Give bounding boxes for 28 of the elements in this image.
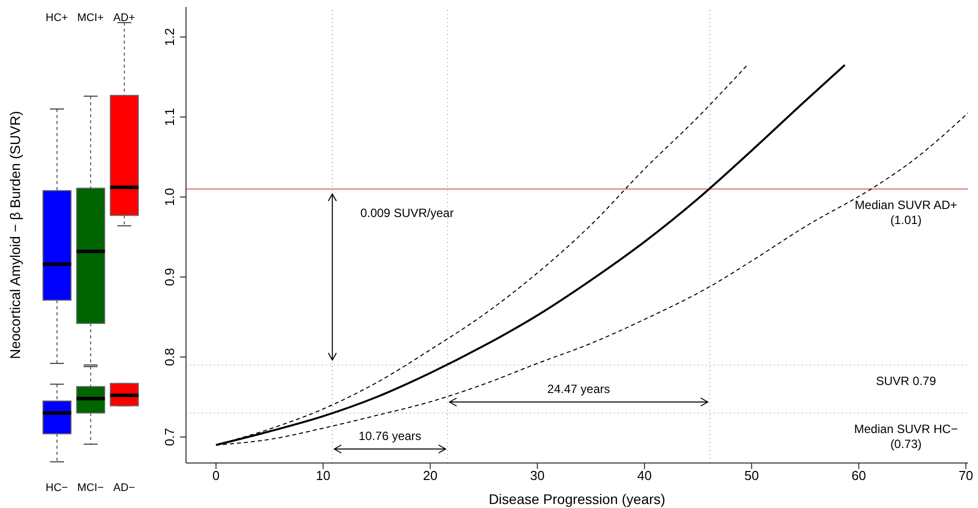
y-tick-label: 0.8 xyxy=(162,348,177,366)
y-tick-label: 0.7 xyxy=(162,428,177,446)
x-tick-label: HC− xyxy=(46,482,68,494)
y-axis-title: Neocortical Amyloid − β Burden (SUVR) xyxy=(6,110,23,360)
annotation: 24.47 years xyxy=(547,382,610,396)
x-tick-label: 70 xyxy=(958,468,974,484)
annotation: 10.76 years xyxy=(358,429,422,443)
text: AD+ xyxy=(113,12,136,24)
x-tick-label: 30 xyxy=(530,468,545,484)
x-tick-label: 20 xyxy=(423,468,438,484)
ref-line-label: SUVR 0.79 xyxy=(876,374,936,388)
text: HC+ xyxy=(46,12,68,24)
x-tick-label: 0 xyxy=(212,468,220,484)
y-tick-label: 1.0 xyxy=(162,188,177,206)
ref-line-label: Median SUVR HC− (0.73) xyxy=(854,422,958,451)
x-tick-label: 60 xyxy=(852,468,866,484)
x-tick-label: AD− xyxy=(113,482,136,494)
x-tick-label: MCI− xyxy=(77,482,104,494)
y-tick-label: 1.2 xyxy=(162,28,177,46)
text: MCI+ xyxy=(77,12,104,24)
x-tick-label: 50 xyxy=(744,468,759,484)
y-tick-label: 1.1 xyxy=(162,108,177,126)
annotation: 0.009 SUVR/year xyxy=(360,206,454,220)
x-tick-label: 10 xyxy=(316,468,330,484)
y-tick-label: 0.9 xyxy=(162,268,177,286)
x-axis-title: Disease Progression (years) xyxy=(488,491,666,507)
x-tick-label: 40 xyxy=(637,468,652,484)
ref-line-label: Median SUVR AD+ (1.01) xyxy=(854,198,958,227)
